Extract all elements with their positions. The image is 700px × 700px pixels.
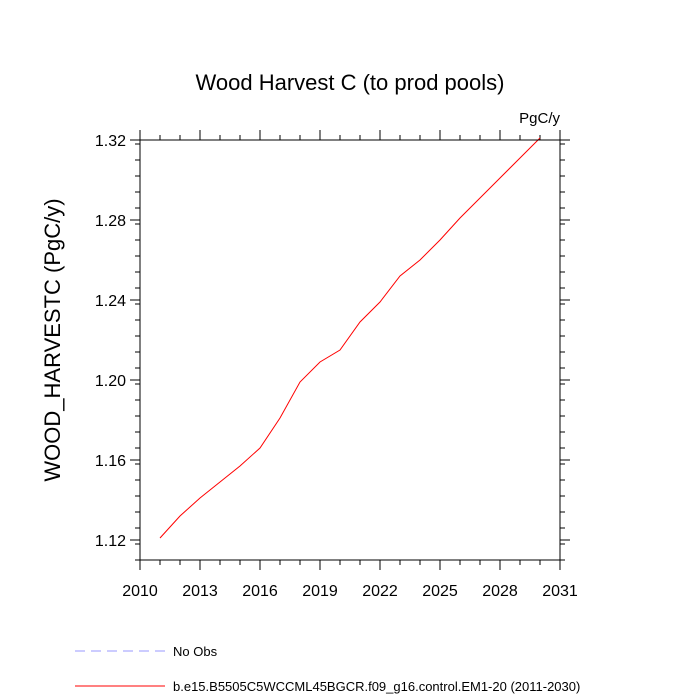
- chart-title: Wood Harvest C (to prod pools): [196, 70, 505, 95]
- x-tick-label: 2031: [542, 583, 578, 600]
- legend-label-1: No Obs: [173, 644, 218, 659]
- x-tick-label: 2016: [242, 583, 278, 600]
- x-tick-label: 2010: [122, 583, 158, 600]
- y-tick-label: 1.12: [95, 533, 126, 550]
- y-tick-label: 1.24: [95, 293, 126, 310]
- x-tick-label: 2022: [362, 583, 398, 600]
- y-tick-label: 1.32: [95, 133, 126, 150]
- series-line-0: [159, 137, 541, 539]
- x-tick-label: 2019: [302, 583, 338, 600]
- y-tick-label: 1.28: [95, 213, 126, 230]
- x-tick-label: 2028: [482, 583, 518, 600]
- plot-marks: 1.12 1.16 1.20 1.24 1.28 1.32 2010 2013 2016 2019…: [95, 130, 578, 600]
- legend-label-0: b.e15.B5505C5WCCML45BGCR.f09_g16.control…: [173, 679, 580, 694]
- x-tick-label: 2013: [182, 583, 218, 600]
- legend: No Obs b.e15.B5505C5WCCML45BGCR.f09_g16.c…: [75, 644, 580, 694]
- y-axis-label: WOOD_HARVESTC (PgC/y): [40, 198, 65, 481]
- units-label: PgC/y: [519, 110, 560, 127]
- x-tick-label: 2025: [422, 583, 458, 600]
- y-tick-label: 1.16: [95, 453, 126, 470]
- y-tick-label: 1.20: [95, 373, 126, 390]
- plot-frame: [139, 139, 561, 561]
